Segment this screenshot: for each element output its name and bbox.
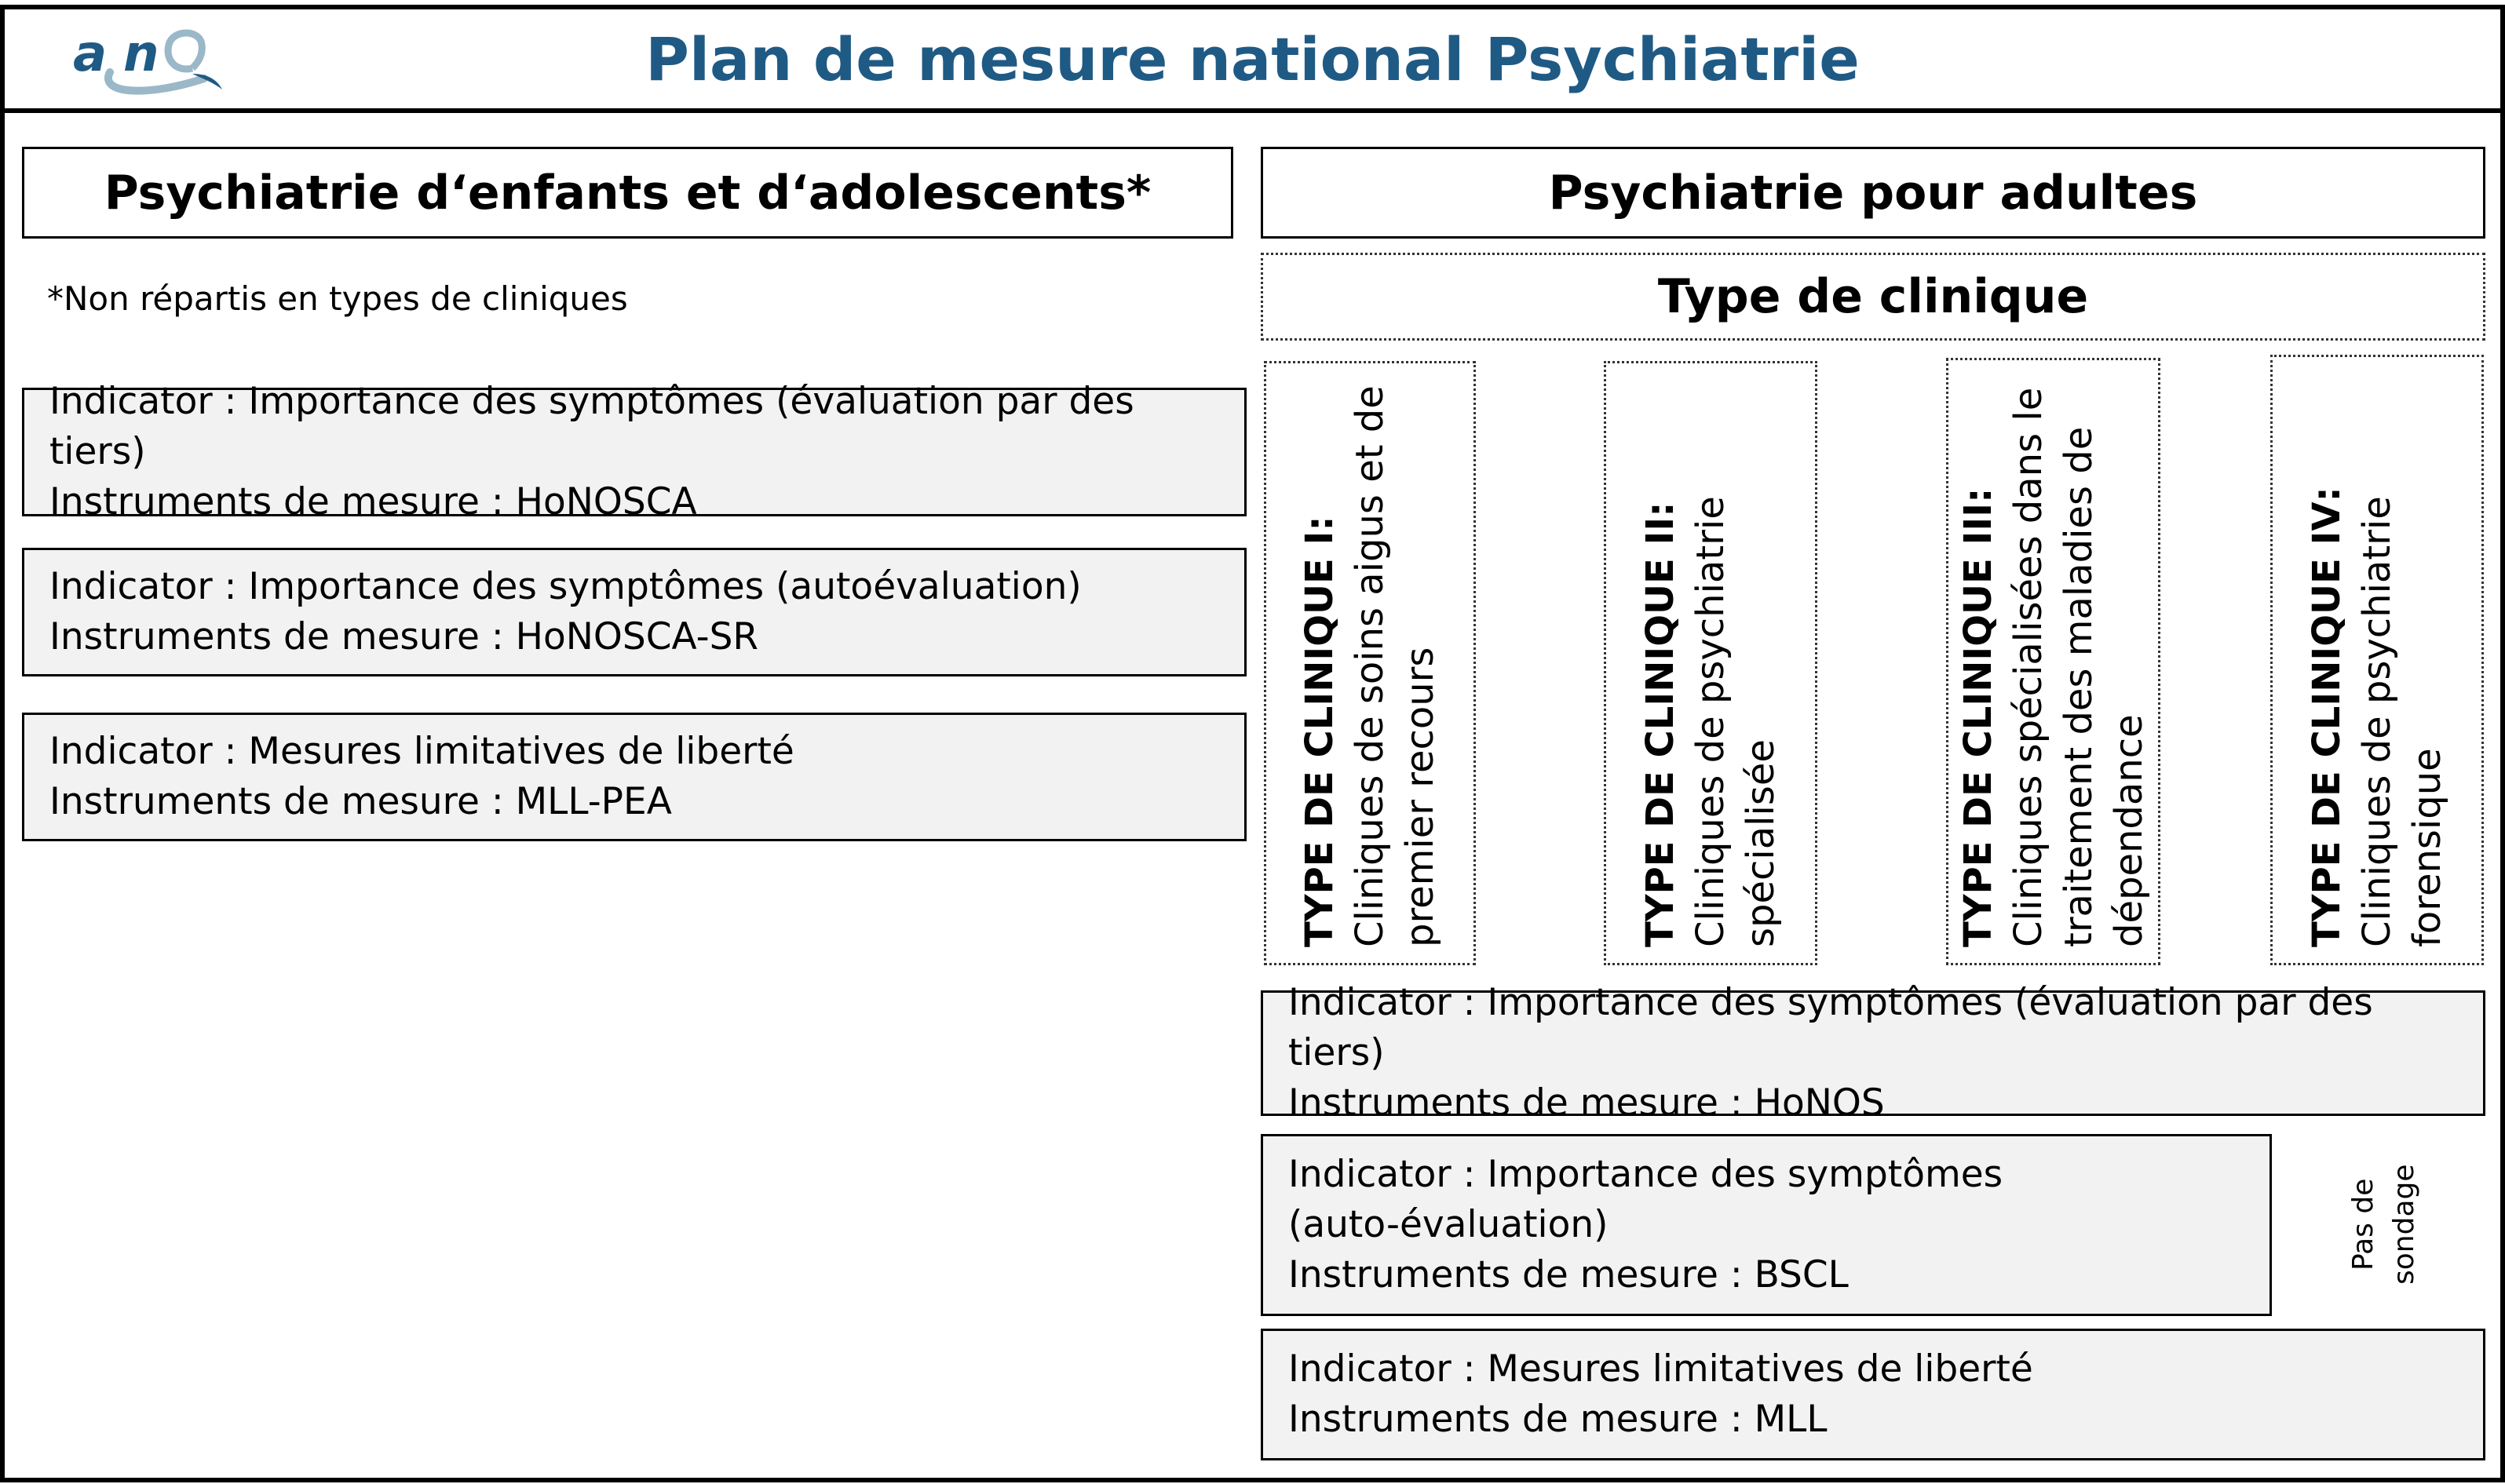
indicator-text: Indicator : Mesures limitatives de liber… [1288, 1347, 2033, 1391]
clinic-type-desc: Cliniques de psychiatrie spécialisée [1689, 496, 1783, 947]
indicator-text: Indicator : Importance des symptômes (au… [49, 565, 1082, 608]
anq-logo: a n [73, 25, 222, 95]
children-note: *Non répartis en types de cliniques [47, 279, 628, 318]
instrument-text: Instruments de mesure : HoNOSCA [49, 480, 697, 523]
clinic-type-2: TYPE DE CLINIQUE II: Cliniques de psychi… [1604, 361, 1817, 965]
indicator-text: Indicator : Importance des symptômes (év… [49, 380, 1134, 473]
clinic-type-header: Type de clinique [1261, 253, 2485, 341]
indicator-text: Indicator : Importance des symptômes (év… [1288, 981, 2373, 1074]
indicator-box: Indicator : Importance des symptômes (au… [22, 548, 1247, 676]
indicator-text: Indicator : Mesures limitatives de liber… [49, 730, 794, 773]
header-divider [0, 108, 2505, 113]
no-survey-note: Pas de sondage [2324, 1146, 2449, 1303]
clinic-type-label: TYPE DE CLINIQUE I [1298, 531, 1342, 947]
clinic-type-desc: Cliniques de soins aigus et de premier r… [1348, 385, 1442, 947]
indicator-text-cont: (auto-évaluation) [1288, 1203, 1609, 1246]
clinic-type-4: TYPE DE CLINIQUE IV: Cliniques de psychi… [2270, 355, 2484, 965]
indicator-box: Indicator : Importance des symptômes (au… [1261, 1134, 2272, 1316]
instrument-text: Instruments de mesure : HoNOS [1288, 1081, 1885, 1125]
indicator-box: Indicator : Importance des symptômes (év… [22, 380, 1247, 523]
clinic-type-desc: Cliniques spécialisées dans le traitemen… [2006, 387, 2151, 947]
clinic-type-label: TYPE DE CLINIQUE IV [2305, 501, 2349, 947]
svg-text:a: a [73, 25, 107, 83]
page-title: Plan de mesure national Psychiatrie [645, 24, 1860, 94]
clinic-type-1: TYPE DE CLINIQUE I: Cliniques de soins a… [1264, 361, 1476, 965]
clinic-type-label: TYPE DE CLINIQUE III [1955, 502, 2000, 947]
clinic-type-desc: Cliniques de psychiatrie forensique [2355, 496, 2449, 947]
no-survey-text: Pas de sondage [2347, 1164, 2420, 1285]
clinic-type-label: TYPE DE CLINIQUE II [1638, 516, 1682, 947]
children-psychiatry-header: Psychiatrie d‘enfants et d‘adolescents* [22, 147, 1233, 239]
adult-psychiatry-header: Psychiatrie pour adultes [1261, 147, 2485, 239]
instrument-text: Instruments de mesure : HoNOSCA-SR [49, 615, 759, 658]
instrument-text: Instruments de mesure : MLL-PEA [49, 780, 672, 823]
indicator-box: Indicator : Mesures limitatives de liber… [1261, 1329, 2485, 1460]
indicator-box: Indicator : Importance des symptômes (év… [1261, 981, 2485, 1125]
indicator-box: Indicator : Mesures limitatives de liber… [22, 713, 1247, 841]
instrument-text: Instruments de mesure : BSCL [1288, 1253, 1849, 1296]
outer-frame [0, 5, 2505, 1482]
instrument-text: Instruments de mesure : MLL [1288, 1398, 1828, 1441]
indicator-text: Indicator : Importance des symptômes [1288, 1153, 2003, 1196]
clinic-type-3: TYPE DE CLINIQUE III: Cliniques spéciali… [1946, 358, 2160, 965]
svg-text:n: n [123, 25, 159, 83]
